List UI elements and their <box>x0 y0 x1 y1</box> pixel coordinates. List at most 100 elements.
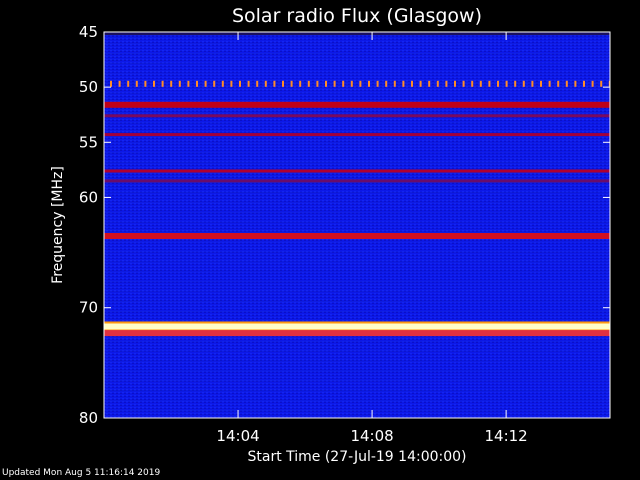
band-dot <box>548 80 551 87</box>
band-dot <box>479 80 482 87</box>
band-dot <box>204 80 207 87</box>
background-striation <box>104 182 610 183</box>
band-dot <box>385 80 388 87</box>
band-dot <box>376 80 379 87</box>
background-striation <box>104 142 610 144</box>
background-striation <box>104 162 610 164</box>
x-tick-label: 14:08 <box>350 427 393 445</box>
frequency-band <box>104 179 610 183</box>
band-dot <box>350 80 353 87</box>
band-dot <box>583 80 585 87</box>
band-dot <box>196 80 198 87</box>
x-tick-label: 14:04 <box>216 427 259 445</box>
band-dot <box>497 80 499 87</box>
band-dot <box>256 80 259 87</box>
background-striation <box>104 251 610 253</box>
band-dot <box>178 80 181 87</box>
frequency-band <box>104 101 610 108</box>
y-tick-label: 70 <box>79 299 98 317</box>
band-dot <box>299 80 302 87</box>
x-tick-label: 14:12 <box>485 427 528 445</box>
band-dot <box>445 80 448 87</box>
background-striation <box>104 291 610 293</box>
background-striation <box>104 271 610 273</box>
band-dot <box>368 80 370 87</box>
y-tick-label: 55 <box>79 133 98 151</box>
band-dot <box>488 80 491 87</box>
band-dot <box>110 80 112 87</box>
band-dot <box>213 80 216 87</box>
band-dot <box>307 80 310 87</box>
background-striation <box>104 152 610 154</box>
chart-title: Solar radio Flux (Glasgow) <box>232 5 482 27</box>
spectrogram-background <box>104 32 610 418</box>
background-striation <box>104 370 610 372</box>
background-striation <box>104 360 610 362</box>
band-dot <box>411 80 413 87</box>
background-striation <box>104 320 610 322</box>
background-striation <box>104 390 610 392</box>
band-dot <box>359 80 362 87</box>
band-dot <box>514 80 517 87</box>
y-axis-label: Frequency [MHz] <box>50 166 66 284</box>
background-striation <box>104 201 610 203</box>
band-dot <box>170 80 173 87</box>
band-dot <box>325 80 327 87</box>
band-dot <box>282 80 284 87</box>
background-striation <box>104 340 610 342</box>
band-dot <box>608 80 610 87</box>
frequency-band <box>104 330 610 337</box>
band-dot <box>462 80 465 87</box>
band-dot <box>574 80 577 87</box>
band-dot <box>247 80 250 87</box>
band-dot <box>471 80 474 87</box>
background-striation <box>104 311 610 312</box>
background-striation <box>104 72 610 74</box>
background-striation <box>104 172 610 174</box>
background-striation <box>104 53 610 54</box>
band-dot <box>565 80 568 87</box>
band-dot <box>239 80 241 87</box>
band-dot <box>402 80 405 87</box>
background-striation <box>104 301 610 303</box>
updated-timestamp: Updated Mon Aug 5 11:16:14 2019 <box>2 468 161 478</box>
band-dot <box>290 80 293 87</box>
band-dot <box>393 80 396 87</box>
frequency-band <box>104 169 610 173</box>
background-striation <box>104 350 610 352</box>
frequency-band <box>104 32 610 36</box>
band-dot <box>505 80 508 87</box>
background-striation <box>104 92 610 94</box>
band-dot <box>419 80 422 87</box>
background-striation <box>104 231 610 233</box>
background-striation <box>104 380 610 382</box>
band-dot <box>221 80 224 87</box>
background-striation <box>104 281 610 283</box>
background-striation <box>104 410 610 412</box>
background-striation <box>104 191 610 193</box>
frequency-band <box>104 133 610 137</box>
band-dot <box>557 80 560 87</box>
band-dot <box>264 80 267 87</box>
x-axis-label: Start Time (27-Jul-19 14:00:00) <box>247 449 466 465</box>
band-dot <box>273 80 276 87</box>
background-striation <box>104 261 610 263</box>
background-striation <box>104 221 610 223</box>
y-tick-label: 80 <box>79 409 98 427</box>
frequency-band <box>104 323 610 330</box>
plot-frame <box>103 31 611 419</box>
background-striation <box>104 62 610 64</box>
band-dot <box>591 80 594 87</box>
band-dot <box>153 80 155 87</box>
band-dot <box>428 80 431 87</box>
band-dot <box>127 80 130 87</box>
background-striation <box>104 400 610 402</box>
band-dot <box>531 80 534 87</box>
frequency-band <box>104 233 610 239</box>
band-dot <box>540 80 542 87</box>
background-striation <box>104 122 610 124</box>
band-dot <box>600 80 603 87</box>
band-dot <box>161 80 164 87</box>
band-dot <box>342 80 345 87</box>
